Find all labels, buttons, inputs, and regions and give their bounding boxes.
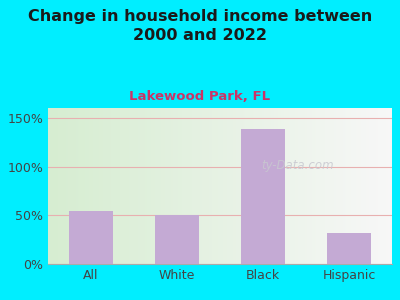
Bar [155,215,199,264]
Text: Lakewood Park, FL: Lakewood Park, FL [130,90,270,103]
Bar [327,233,371,264]
Text: ty-Data.com: ty-Data.com [261,159,334,172]
Text: Change in household income between
2000 and 2022: Change in household income between 2000 … [28,9,372,43]
Bar [241,129,285,264]
Bar [69,211,113,264]
